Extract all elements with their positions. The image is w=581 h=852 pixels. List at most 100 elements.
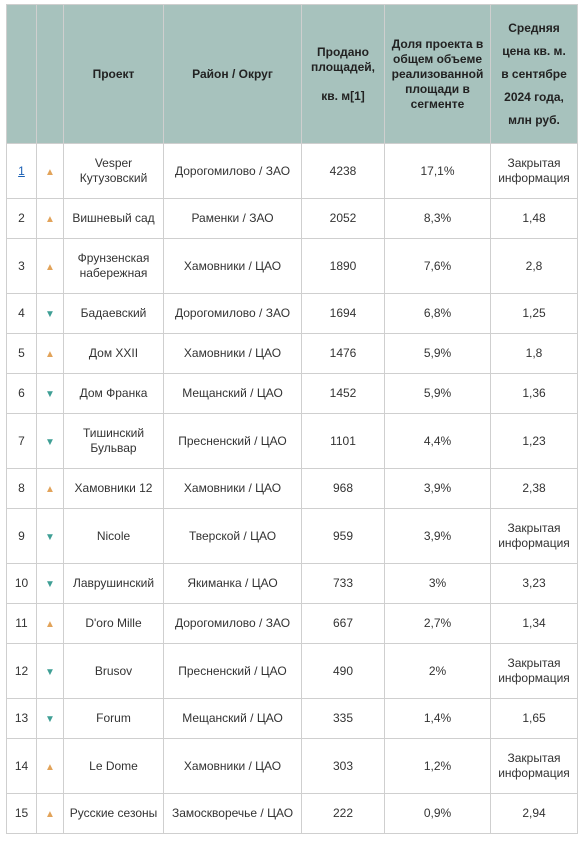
rank-cell: 6	[6, 373, 37, 414]
price-text: 3,23	[522, 576, 546, 590]
district-cell: Пресненский / ЦАО	[163, 643, 302, 699]
table-row: 8 ▲ Хамовники 12 Хамовники / ЦАО 968 3,9% 2,38	[6, 468, 578, 509]
district-cell: Тверской / ЦАО	[163, 508, 302, 564]
sold-cell: 733	[301, 563, 385, 604]
rank-text: 13	[14, 711, 29, 725]
price-cell: 1,48	[490, 198, 578, 239]
price-cell: Закрытая информация	[490, 143, 578, 199]
district-text: Хамовники / ЦАО	[183, 258, 282, 273]
project-text: Forum	[96, 711, 131, 725]
arrow-up-icon: ▲	[45, 809, 55, 820]
sold-cell: 4238	[301, 143, 385, 199]
share-text: 7,6%	[423, 258, 452, 273]
price-text: 1,23	[522, 433, 546, 448]
project-cell: Русские сезоны	[63, 793, 164, 834]
trend-cell: ▲	[36, 238, 64, 294]
table-row: 14 ▲ Le Dome Хамовники / ЦАО 303 1,2% Закрытая…	[6, 738, 578, 794]
table-row: 11 ▲ D'oro Mille Дорогомилово / ЗАО 667 2,7% 1…	[6, 603, 578, 644]
project-cell: D'oro Mille	[63, 603, 164, 644]
district-cell: Хамовники / ЦАО	[163, 738, 302, 794]
sold-text: 733	[332, 576, 354, 590]
share-cell: 3%	[384, 563, 491, 604]
ranking-table: Проект Район / Округ Продано площадей, к…	[6, 4, 578, 834]
arrow-down-icon: ▼	[45, 714, 55, 725]
trend-cell: ▲	[36, 333, 64, 374]
district-cell: Дорогомилово / ЗАО	[163, 603, 302, 644]
project-cell: Хамовники 12	[63, 468, 164, 509]
project-cell: Brusov	[63, 643, 164, 699]
district-text: Пресненский / ЦАО	[178, 433, 287, 448]
rank-cell: 8	[6, 468, 37, 509]
price-cell: 3,23	[490, 563, 578, 604]
rank-cell: 14	[6, 738, 37, 794]
header-row: Проект Район / Округ Продано площадей, к…	[6, 4, 578, 144]
header-price-line2: цена кв. м.	[502, 43, 566, 58]
sold-cell: 222	[301, 793, 385, 834]
share-text: 5,9%	[423, 386, 452, 400]
share-text: 3,9%	[423, 528, 452, 543]
share-text: 2,7%	[423, 616, 452, 630]
district-cell: Дорогомилово / ЗАО	[163, 293, 302, 334]
share-text: 1,4%	[423, 711, 452, 725]
table-row: 4 ▼ Бадаевский Дорогомилово / ЗАО 1694 6,8% 1,…	[6, 293, 578, 334]
district-cell: Замоскворечье / ЦАО	[163, 793, 302, 834]
arrow-down-icon: ▼	[45, 309, 55, 320]
table-row: 1 ▲ Vesper Кутузовский Дорогомилово / ЗАО 42…	[6, 143, 578, 199]
arrow-down-icon: ▼	[45, 389, 55, 400]
header-price: Средняя цена кв. м. в сентябре 2024 года…	[490, 4, 578, 144]
arrow-up-icon: ▲	[45, 761, 55, 773]
project-text: Лаврушинский	[72, 576, 155, 590]
district-text: Мещанский / ЦАО	[182, 386, 283, 400]
table-row: 5 ▲ Дом XXII Хамовники / ЦАО 1476 5,9% 1,8	[6, 333, 578, 374]
project-text: Nicole	[96, 528, 131, 543]
table-row: 15 ▲ Русские сезоны Замоскворечье / ЦАО 222 0…	[6, 793, 578, 834]
footnote-link[interactable]: [1]	[350, 88, 365, 103]
share-cell: 1,4%	[384, 698, 491, 739]
header-price-line5: млн руб.	[508, 112, 560, 127]
share-cell: 3,9%	[384, 468, 491, 509]
district-text: Хамовники / ЦАО	[183, 481, 282, 495]
rank-text: 2	[18, 211, 25, 225]
share-text: 4,4%	[423, 433, 452, 448]
price-cell: 2,94	[490, 793, 578, 834]
district-cell: Пресненский / ЦАО	[163, 413, 302, 469]
arrow-down-icon: ▼	[45, 531, 55, 543]
district-text: Пресненский / ЦАО	[178, 663, 287, 678]
table-row: 13 ▼ Forum Мещанский / ЦАО 335 1,4% 1,65	[6, 698, 578, 739]
price-cell: Закрытая информация	[490, 508, 578, 564]
trend-cell: ▼	[36, 413, 64, 469]
sold-text: 1476	[329, 346, 357, 360]
price-cell: 1,23	[490, 413, 578, 469]
trend-cell: ▼	[36, 508, 64, 564]
sold-text: 1101	[330, 433, 356, 448]
trend-cell: ▼	[36, 293, 64, 334]
project-text: Дом XXII	[88, 346, 139, 360]
project-cell: Vesper Кутузовский	[63, 143, 164, 199]
project-text: Vesper Кутузовский	[79, 156, 148, 185]
price-text: 1,36	[522, 386, 546, 400]
district-text: Якиманка / ЦАО	[187, 576, 278, 590]
share-text: 3%	[428, 576, 447, 590]
arrow-down-icon: ▼	[45, 579, 55, 590]
sold-text: 1452	[329, 386, 357, 400]
share-cell: 1,2%	[384, 738, 491, 794]
rank-link[interactable]: 1	[18, 163, 25, 178]
share-cell: 0,9%	[384, 793, 491, 834]
price-text: 1,34	[522, 616, 546, 630]
project-text: Фрунзенская набережная	[77, 251, 150, 280]
sold-text: 303	[332, 758, 354, 773]
district-cell: Мещанский / ЦАО	[163, 698, 302, 739]
trend-cell: ▲	[36, 198, 64, 239]
price-text: Закрытая информация	[498, 656, 570, 685]
project-text: Бадаевский	[80, 306, 147, 320]
rank-text: 3	[18, 258, 25, 273]
rank-text: 4	[18, 306, 25, 320]
price-cell: 1,34	[490, 603, 578, 644]
price-text: Закрытая информация	[498, 156, 570, 185]
district-cell: Раменки / ЗАО	[163, 198, 302, 239]
share-cell: 2%	[384, 643, 491, 699]
project-text: Тишинский Бульвар	[82, 426, 145, 455]
arrow-down-icon: ▼	[45, 436, 55, 448]
project-text: Le Dome	[89, 758, 138, 773]
header-trend	[36, 4, 64, 144]
